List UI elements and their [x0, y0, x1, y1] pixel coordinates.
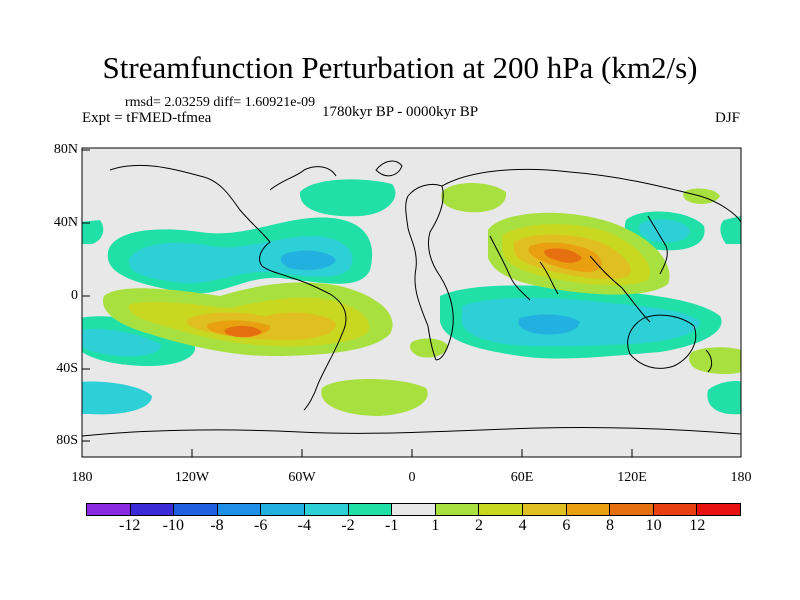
negative-anomaly-pacific-east: [720, 216, 741, 244]
lon-tick-label: 120W: [174, 470, 210, 485]
colorbar-label: -12: [118, 517, 141, 534]
colorbar-label: 6: [562, 517, 571, 534]
negative-anomaly-pacific-south-east: [707, 380, 741, 415]
lon-tick-label: 120E: [617, 470, 647, 485]
colorbar-label: -8: [210, 517, 224, 534]
negative-anomaly-south-pacific: [82, 381, 152, 415]
negative-anomaly-north-atlantic: [299, 179, 396, 217]
period-label: 1780kyr BP - 0000kyr BP: [322, 104, 479, 120]
positive-anomaly-south-atlantic: [321, 379, 428, 416]
colorbar-label: -10: [162, 517, 184, 534]
colorbar-box: [610, 504, 654, 515]
positive-anomaly-australia-south: [689, 347, 741, 374]
coastlines: [82, 160, 741, 437]
lat-tick-label: 80S: [56, 433, 78, 448]
colorbar-box: [304, 504, 349, 515]
negative-anomaly-southern-ocean-west-core: [82, 328, 161, 357]
colorbar-box: [435, 504, 480, 515]
season-label: DJF: [714, 110, 740, 126]
stats-text: rmsd= 2.03259 diff= 1.60921e-09: [125, 95, 316, 110]
colorbar-label: -4: [297, 517, 311, 534]
colorbar-label: 10: [645, 517, 662, 534]
contour-fields: [82, 160, 741, 437]
colorbar-label: -6: [253, 517, 268, 534]
colorbar-box: [697, 504, 740, 515]
colorbar-label: 8: [606, 517, 614, 534]
colorbar-box: [87, 504, 131, 515]
positive-anomaly-south-america-core: [224, 325, 262, 338]
colorbar-label: -2: [341, 517, 355, 534]
colorbar-label: -1: [384, 517, 399, 534]
experiment-label: Expt = tFMED-tfmea: [82, 110, 212, 126]
negative-anomaly-indian-ocean-inner: [518, 314, 580, 335]
colorbar-box: [522, 504, 567, 515]
colorbar-label: 12: [689, 517, 706, 534]
colorbar-box: [348, 504, 393, 515]
positive-anomaly-north-europe: [441, 183, 507, 213]
negative-anomaly-asia-east-core: [639, 219, 690, 243]
colorbar-box: [217, 504, 262, 515]
negative-anomaly-west-edge: [82, 220, 104, 244]
lat-tick-label: 40N: [53, 215, 78, 230]
colorbar-label: 2: [475, 517, 483, 534]
lon-tick-label: 0: [408, 470, 416, 485]
colorbar-box: [130, 504, 175, 515]
lat-tick-label: 80N: [53, 142, 78, 157]
axis-ticks: [81, 149, 742, 457]
lon-tick-label: 60E: [510, 470, 534, 485]
colorbar-box: [261, 504, 305, 515]
lat-tick-label: 40S: [56, 361, 78, 376]
positive-anomaly-asia-core: [544, 248, 582, 263]
figure-title: Streamfunction Perturbation at 200 hPa (…: [102, 50, 698, 85]
negative-anomaly-atlantic-north-inner: [280, 250, 336, 270]
lon-tick-label: 180: [71, 470, 93, 485]
colorbar-box: [479, 504, 523, 515]
colorbar-label: 4: [518, 517, 527, 534]
colorbar-box: [653, 504, 698, 515]
colorbar-box: [566, 504, 611, 515]
negative-anomaly-atlantic-north-core: [128, 236, 353, 284]
colorbar-box: [174, 504, 218, 515]
negative-anomaly-indian-ocean-core: [461, 297, 700, 347]
positive-anomaly-south-africa: [410, 338, 448, 358]
colorbar-box: [392, 504, 436, 515]
lon-tick-label: 180: [730, 470, 752, 485]
colorbar-label: 1: [431, 517, 440, 534]
colorbar: [86, 503, 741, 516]
lat-tick-label: 0: [71, 288, 78, 303]
lon-tick-label: 60W: [288, 470, 316, 485]
